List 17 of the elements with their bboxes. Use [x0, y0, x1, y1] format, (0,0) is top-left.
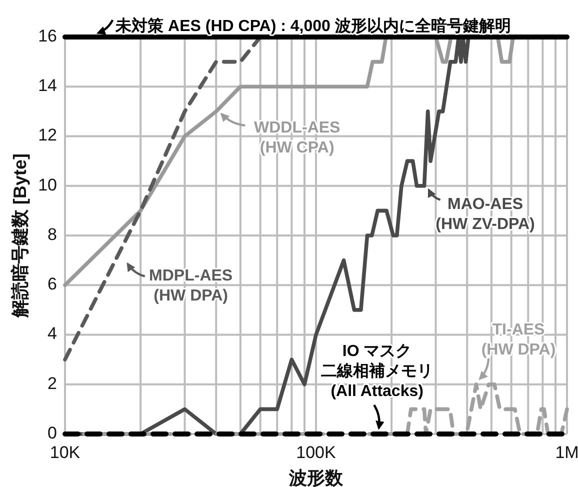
annotation: IO マスク二線相補メモリ (All Attacks) — [321, 343, 434, 400]
annotation: MDPL-AES (HW DPA) — [149, 268, 233, 305]
annotation: MAO-AES (HW ZV-DPA) — [436, 196, 535, 234]
x-tick-label: 10K — [50, 443, 81, 462]
y-tick-label: 8 — [48, 224, 57, 244]
x-tick-label: 1M — [555, 443, 578, 462]
y-tick-label: 6 — [48, 274, 57, 294]
y-tick-label: 14 — [38, 76, 57, 96]
y-tick-label: 4 — [48, 324, 57, 344]
x-axis-title: 波形数 — [288, 468, 344, 487]
y-tick-label: 12 — [38, 126, 57, 145]
y-tick-label: 10 — [38, 175, 57, 194]
y-tick-label: 16 — [38, 26, 57, 46]
y-axis-title: 解読暗号鍵数 [Byte] — [10, 153, 30, 319]
x-tick-label: 100K — [296, 443, 337, 462]
y-tick-label: 2 — [48, 374, 57, 393]
y-tick-label: 0 — [48, 423, 57, 442]
